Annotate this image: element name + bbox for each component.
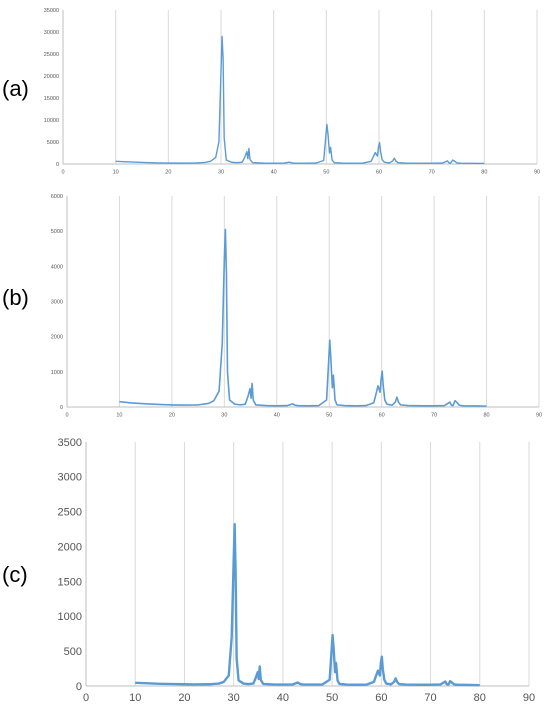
series-line (115, 35, 485, 165)
x-tick-label: 40 (277, 692, 289, 704)
y-tick-label: 3500 (58, 437, 82, 449)
y-tick-label: 25000 (44, 52, 59, 58)
y-tick-label: 2000 (51, 335, 63, 341)
x-tick-label: 50 (323, 170, 329, 176)
y-tick-label: 3000 (51, 299, 63, 305)
panel-label: (c) (2, 562, 28, 587)
y-tick-label: 1500 (58, 576, 82, 588)
x-tick-label: 0 (65, 413, 68, 419)
x-tick-label: 0 (83, 692, 89, 704)
series-line (135, 523, 480, 687)
y-tick-label: 0 (56, 162, 59, 168)
x-tick-label: 80 (481, 170, 487, 176)
y-tick-label: 30000 (44, 30, 59, 36)
x-tick-label: 80 (474, 692, 486, 704)
panel-label: (b) (2, 285, 29, 310)
x-tick-label: 40 (271, 170, 277, 176)
y-tick-label: 2000 (58, 541, 82, 553)
x-tick-label: 30 (221, 413, 227, 419)
y-tick-label: 500 (64, 646, 82, 658)
x-tick-label: 90 (523, 692, 535, 704)
chart-panel: (b) 0 10 20 30 40 50 60 70 80 90 0 1000 2000 3000 4000 5… (2, 194, 542, 419)
y-tick-label: 0 (60, 405, 63, 411)
y-tick-label: 10000 (44, 118, 59, 124)
chart-panel: (c) 0 10 20 30 40 50 60 70 80 90 0 500 1000 1500 2000 25… (2, 437, 535, 704)
x-tick-label: 50 (326, 692, 338, 704)
x-tick-label: 70 (429, 170, 435, 176)
x-tick-label: 20 (165, 170, 171, 176)
x-tick-label: 20 (178, 692, 190, 704)
panel-label: (a) (2, 76, 29, 101)
x-tick-label: 20 (169, 413, 175, 419)
y-tick-label: 0 (76, 681, 82, 693)
x-tick-label: 60 (379, 413, 385, 419)
y-tick-label: 1000 (58, 611, 82, 623)
x-tick-label: 50 (326, 413, 332, 419)
y-tick-label: 6000 (51, 194, 63, 200)
x-tick-label: 70 (431, 413, 437, 419)
y-tick-label: 3000 (58, 472, 82, 484)
x-tick-label: 90 (534, 170, 540, 176)
x-tick-label: 30 (218, 170, 224, 176)
y-tick-label: 35000 (44, 8, 59, 14)
x-tick-label: 90 (536, 413, 542, 419)
series-line (119, 228, 487, 407)
y-tick-label: 15000 (44, 96, 59, 102)
x-tick-label: 0 (61, 170, 64, 176)
x-tick-label: 40 (274, 413, 280, 419)
y-tick-label: 1000 (51, 370, 63, 376)
x-tick-label: 10 (113, 170, 119, 176)
chart-panel: (a) 0 10 20 30 40 50 60 70 80 90 0 5000 10000 15000 200… (2, 8, 540, 176)
x-tick-label: 70 (424, 692, 436, 704)
y-tick-label: 2500 (58, 507, 82, 519)
y-tick-label: 5000 (47, 140, 59, 146)
x-tick-label: 30 (228, 692, 240, 704)
y-tick-label: 20000 (44, 74, 59, 80)
x-tick-label: 80 (483, 413, 489, 419)
x-tick-label: 60 (375, 692, 387, 704)
x-tick-label: 10 (116, 413, 122, 419)
x-tick-label: 60 (376, 170, 382, 176)
y-tick-label: 4000 (51, 264, 63, 270)
x-tick-label: 10 (129, 692, 141, 704)
y-tick-label: 5000 (51, 229, 63, 235)
